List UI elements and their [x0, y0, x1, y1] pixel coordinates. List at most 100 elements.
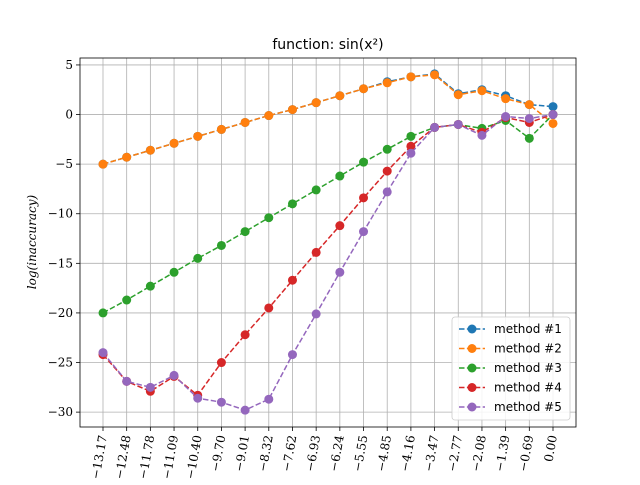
x-tick-label: 0.00 — [542, 434, 560, 463]
legend-label: method #1 — [494, 322, 562, 336]
data-point — [264, 303, 274, 313]
data-point — [193, 253, 203, 263]
series-line — [102, 113, 554, 411]
x-tick-label: −0.69 — [516, 434, 536, 473]
data-point — [524, 100, 534, 110]
data-point — [240, 117, 250, 127]
series-layer — [98, 69, 558, 415]
data-point — [98, 308, 108, 318]
data-point — [335, 221, 345, 231]
data-point — [216, 358, 226, 368]
x-tick-label: −7.62 — [279, 434, 299, 473]
y-axis: 5 0 −5 −10 −15 −20 −25 −30 — [48, 58, 80, 419]
x-tick-label: −4.16 — [398, 434, 418, 473]
y-axis-label: log(inaccuracy) — [25, 194, 39, 289]
data-point — [406, 131, 416, 141]
data-point — [193, 131, 203, 141]
legend-marker — [467, 344, 477, 353]
data-point — [264, 111, 274, 121]
legend-box — [451, 316, 571, 421]
data-point — [287, 105, 297, 115]
legend-label: method #3 — [494, 361, 562, 375]
y-tick-label: −10 — [48, 207, 73, 221]
series — [98, 110, 558, 415]
data-point — [240, 227, 250, 237]
data-point — [169, 138, 179, 148]
y-tick-label: −15 — [48, 256, 73, 270]
data-point — [382, 187, 392, 197]
data-point — [216, 240, 226, 250]
series — [98, 70, 558, 169]
x-tick-label: −9.01 — [232, 434, 252, 473]
x-axis: −13.17 −12.48 −11.78 −11.09 −10.40 −9.70 −9.01… — [88, 427, 560, 480]
data-point — [382, 166, 392, 176]
x-tick-label: −9.70 — [208, 434, 228, 473]
chart-title: function: sin(x²) — [272, 37, 383, 53]
legend-label: method #4 — [494, 381, 562, 395]
data-point — [311, 247, 321, 257]
series-line — [102, 74, 554, 165]
x-tick-label: −6.93 — [303, 434, 323, 473]
data-point — [122, 376, 132, 386]
x-tick-label: −13.17 — [88, 434, 110, 480]
data-point — [406, 72, 416, 82]
plot-frame — [79, 57, 577, 428]
data-point — [430, 70, 440, 80]
data-point — [359, 227, 369, 237]
x-tick-label: −8.32 — [256, 434, 276, 473]
data-point — [382, 78, 392, 88]
data-point — [311, 98, 321, 108]
y-tick-label: −25 — [48, 356, 73, 370]
data-point — [240, 405, 250, 415]
data-point — [359, 157, 369, 167]
data-point — [287, 275, 297, 285]
legend-marker — [467, 324, 477, 334]
data-point — [453, 119, 463, 129]
data-point — [216, 124, 226, 134]
legend-marker — [467, 363, 477, 373]
data-point — [501, 112, 511, 122]
legend-label: method #5 — [494, 400, 562, 414]
data-point — [145, 281, 155, 291]
x-tick-label: −10.40 — [183, 434, 205, 480]
legend-label: method #2 — [494, 342, 562, 356]
data-point — [169, 370, 179, 380]
x-tick-label: −11.09 — [160, 434, 182, 480]
data-point — [335, 171, 345, 181]
data-point — [311, 309, 321, 319]
data-point — [122, 295, 132, 305]
data-point — [548, 102, 558, 112]
data-point — [169, 267, 179, 277]
x-tick-label: −3.47 — [421, 434, 441, 473]
data-point — [335, 267, 345, 277]
data-point — [406, 148, 416, 158]
legend: method #1 method #2 method #3 method #4 meth… — [451, 316, 571, 421]
x-tick-label: −2.77 — [445, 434, 465, 473]
x-tick-label: −2.08 — [469, 434, 489, 473]
data-point — [430, 122, 440, 132]
y-tick-label: −30 — [48, 405, 73, 419]
x-tick-label: −12.48 — [112, 434, 134, 480]
data-point — [406, 141, 416, 151]
y-tick-label: −5 — [55, 157, 73, 171]
data-point — [287, 350, 297, 360]
x-tick-label: −1.39 — [492, 434, 512, 473]
y-tick-label: 5 — [65, 58, 73, 72]
y-tick-label: 0 — [65, 108, 73, 122]
data-point — [216, 397, 226, 407]
x-tick-label: −5.55 — [350, 434, 370, 473]
data-point — [382, 144, 392, 154]
legend-marker — [467, 402, 477, 412]
data-point — [453, 90, 463, 100]
data-point — [359, 84, 369, 94]
x-tick-label: −11.78 — [136, 434, 158, 480]
data-point — [501, 94, 511, 104]
data-point — [524, 133, 534, 143]
data-point — [264, 394, 274, 404]
data-point — [240, 330, 250, 340]
data-point — [98, 159, 108, 169]
data-point — [98, 348, 108, 358]
data-point — [287, 199, 297, 209]
